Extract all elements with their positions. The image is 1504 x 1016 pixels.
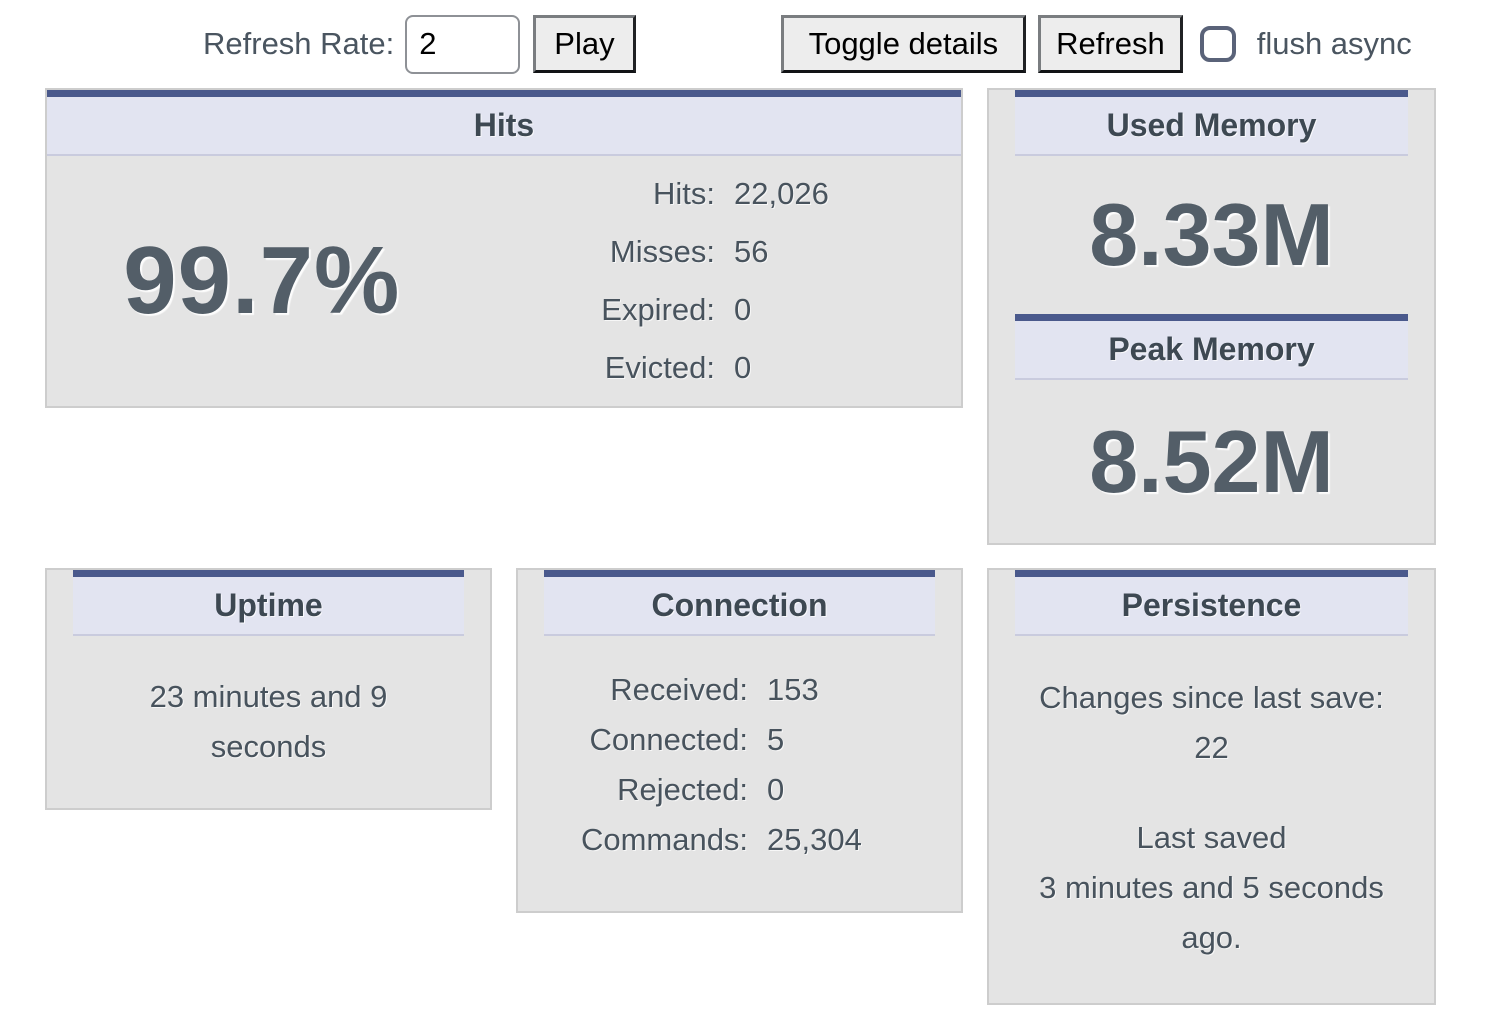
hits-stats-table: Hits: 22,026 Misses: 56 Expired: 0 Evi [600, 165, 856, 397]
connection-panel-title: Connection [544, 570, 935, 636]
connection-stats-table: Received: 153 Connected: 5 Rejected: 0 [580, 665, 899, 865]
used-memory-area: 8.33M [989, 156, 1434, 314]
persistence-panel-body: Changes since last save: 22 Last saved 3… [989, 636, 1434, 1003]
memory-panel: Used Memory 8.33M Peak Memory 8.52M [987, 88, 1436, 545]
peak-memory-area: 8.52M [989, 380, 1434, 543]
table-row: Commands: 25,304 [580, 815, 899, 865]
hits-label: Hits: [653, 176, 715, 211]
table-row: Evicted: 0 [600, 339, 856, 397]
spacer [1017, 773, 1406, 813]
peak-memory-value: 8.52M [1089, 411, 1334, 511]
connected-value: 5 [767, 721, 785, 757]
last-saved-line1: Last saved [1136, 820, 1287, 855]
evicted-label: Evicted: [604, 350, 715, 385]
hit-rate-percentage: 99.7% [123, 227, 401, 334]
rejected-label: Rejected: [617, 771, 749, 807]
last-saved-line2: 3 minutes and 5 seconds ago. [1039, 870, 1384, 955]
refresh-rate-label: Refresh Rate: [203, 26, 395, 61]
changes-since-save-label: Changes since last save: [1039, 680, 1384, 715]
flush-async-checkbox[interactable] [1199, 26, 1236, 62]
table-row: Hits: 22,026 [600, 165, 856, 223]
panel-grid: Hits 99.7% Hits: 22,026 Misses: 56 [45, 88, 1436, 1005]
peak-memory-title: Peak Memory [1015, 314, 1408, 380]
used-memory-value: 8.33M [1089, 185, 1334, 284]
evicted-value: 0 [734, 350, 752, 385]
refresh-button[interactable]: Refresh [1038, 15, 1183, 73]
table-row: Rejected: 0 [580, 765, 899, 815]
misses-value: 56 [734, 234, 769, 269]
received-label: Received: [610, 671, 749, 707]
refresh-rate-input[interactable] [405, 14, 521, 74]
connection-panel-body: Received: 153 Connected: 5 Rejected: 0 [518, 636, 961, 911]
toolbar: Refresh Rate: Play Toggle details Refres… [0, 0, 1504, 88]
rejected-value: 0 [767, 771, 785, 807]
table-row: Connected: 5 [580, 715, 899, 765]
persistence-panel-title: Persistence [1015, 570, 1408, 636]
misses-label: Misses: [609, 234, 715, 269]
used-memory-title: Used Memory [1015, 90, 1408, 156]
table-row: Expired: 0 [600, 281, 856, 339]
hits-panel: Hits 99.7% Hits: 22,026 Misses: 56 [45, 88, 963, 408]
toggle-details-button[interactable]: Toggle details [780, 15, 1027, 73]
hits-panel-body: 99.7% Hits: 22,026 Misses: 56 Expired: [47, 156, 961, 406]
uptime-panel-title: Uptime [73, 570, 464, 636]
expired-value: 0 [734, 292, 752, 327]
uptime-value: 23 minutes and 9 seconds [149, 679, 388, 764]
table-row: Misses: 56 [600, 223, 856, 281]
hits-panel-title: Hits [47, 90, 961, 156]
received-value: 153 [767, 671, 819, 707]
table-row: Received: 153 [580, 665, 899, 715]
connection-panel: Connection Received: 153 Connected: 5 [516, 568, 963, 913]
commands-label: Commands: [580, 821, 749, 857]
flush-async-label: flush async [1256, 26, 1412, 61]
uptime-panel: Uptime 23 minutes and 9 seconds [45, 568, 492, 810]
changes-since-save-value: 22 [1194, 730, 1229, 765]
hits-value: 22,026 [734, 176, 829, 211]
play-button[interactable]: Play [533, 15, 636, 73]
expired-label: Expired: [601, 292, 715, 327]
connected-label: Connected: [589, 721, 749, 757]
persistence-panel: Persistence Changes since last save: 22 … [987, 568, 1436, 1005]
commands-value: 25,304 [767, 821, 862, 857]
